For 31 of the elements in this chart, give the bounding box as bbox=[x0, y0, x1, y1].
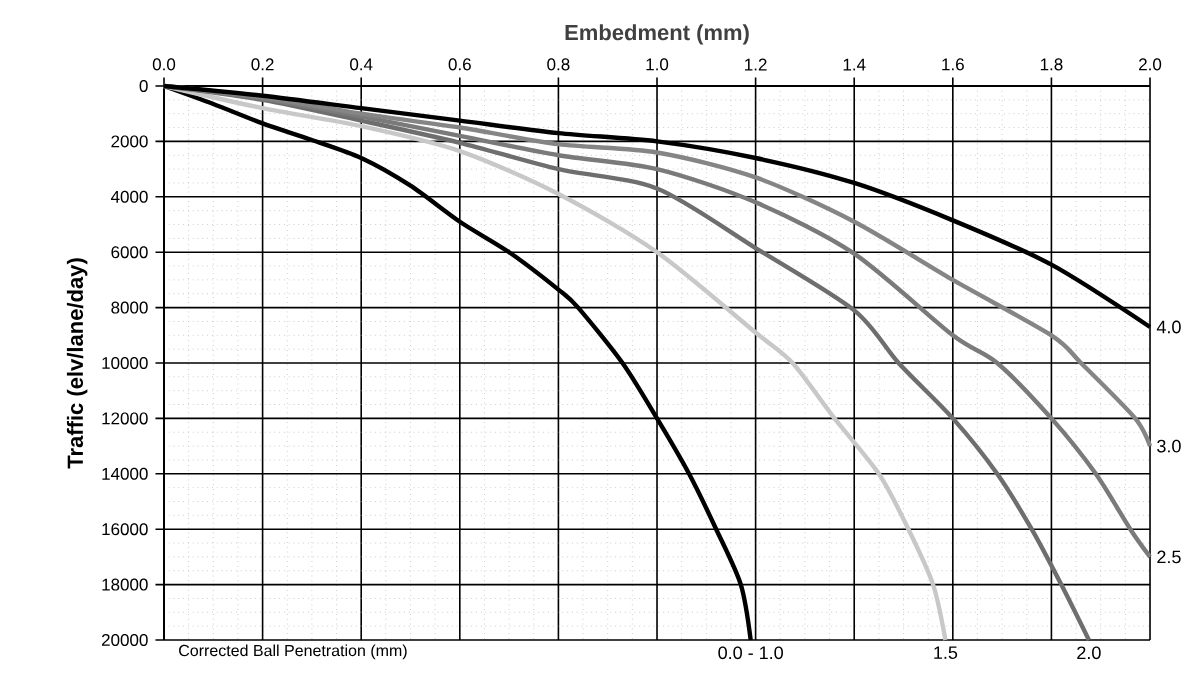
y-tick-label: 18000 bbox=[102, 578, 148, 591]
x-tick-label: 1.0 bbox=[646, 58, 669, 71]
y-tick-label: 0 bbox=[139, 79, 148, 93]
series-label: 2.5 bbox=[1157, 550, 1181, 564]
series-label: 4.0 bbox=[1156, 320, 1181, 334]
x-axis-title: Embedment (mm) bbox=[565, 24, 749, 45]
x-tick-label: 1.6 bbox=[942, 58, 964, 71]
series-label: 0.0 - 1.0 bbox=[718, 646, 783, 660]
x-tick-label: 0.6 bbox=[448, 58, 471, 71]
x-tick-label: 1.2 bbox=[745, 58, 767, 71]
y-tick-label: 12000 bbox=[102, 412, 148, 425]
y-tick-label: 2000 bbox=[111, 135, 148, 148]
x-tick-label: 2.0 bbox=[1139, 58, 1162, 71]
x-tick-label: 0.4 bbox=[350, 58, 373, 71]
series-label: 1.5 bbox=[934, 646, 958, 659]
y-tick-label: 10000 bbox=[102, 357, 148, 370]
y-tick-label: 20000 bbox=[101, 634, 148, 647]
x-tick-label: 0.8 bbox=[547, 58, 570, 71]
y-tick-label: 4000 bbox=[110, 190, 148, 203]
series-label: 3.0 bbox=[1157, 439, 1181, 453]
series-label: 2.0 bbox=[1077, 646, 1101, 660]
y-tick-label: 14000 bbox=[102, 467, 148, 480]
y-tick-label: 16000 bbox=[102, 523, 148, 536]
y-axis-title: Traffic (elv/lane/day) bbox=[66, 258, 88, 469]
x-tick-label: 1.4 bbox=[843, 58, 866, 71]
x-tick-label: 0.0 bbox=[152, 58, 176, 71]
text: Corrected Ball Penetration (mm) bbox=[179, 644, 407, 660]
y-tick-label: 6000 bbox=[111, 246, 148, 259]
x-tick-label: 1.8 bbox=[1040, 58, 1063, 71]
y-tick-label: 8000 bbox=[111, 301, 148, 314]
x-tick-label: 0.2 bbox=[251, 58, 274, 71]
